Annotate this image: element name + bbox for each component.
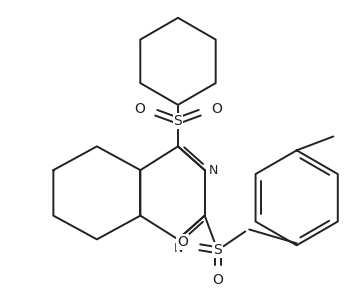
Text: S: S — [213, 243, 222, 257]
Text: N: N — [209, 164, 218, 177]
Text: O: O — [212, 273, 223, 287]
Text: N: N — [173, 242, 183, 255]
Text: O: O — [211, 102, 222, 116]
Text: S: S — [173, 114, 182, 128]
Text: O: O — [134, 102, 145, 116]
Text: O: O — [177, 235, 188, 249]
